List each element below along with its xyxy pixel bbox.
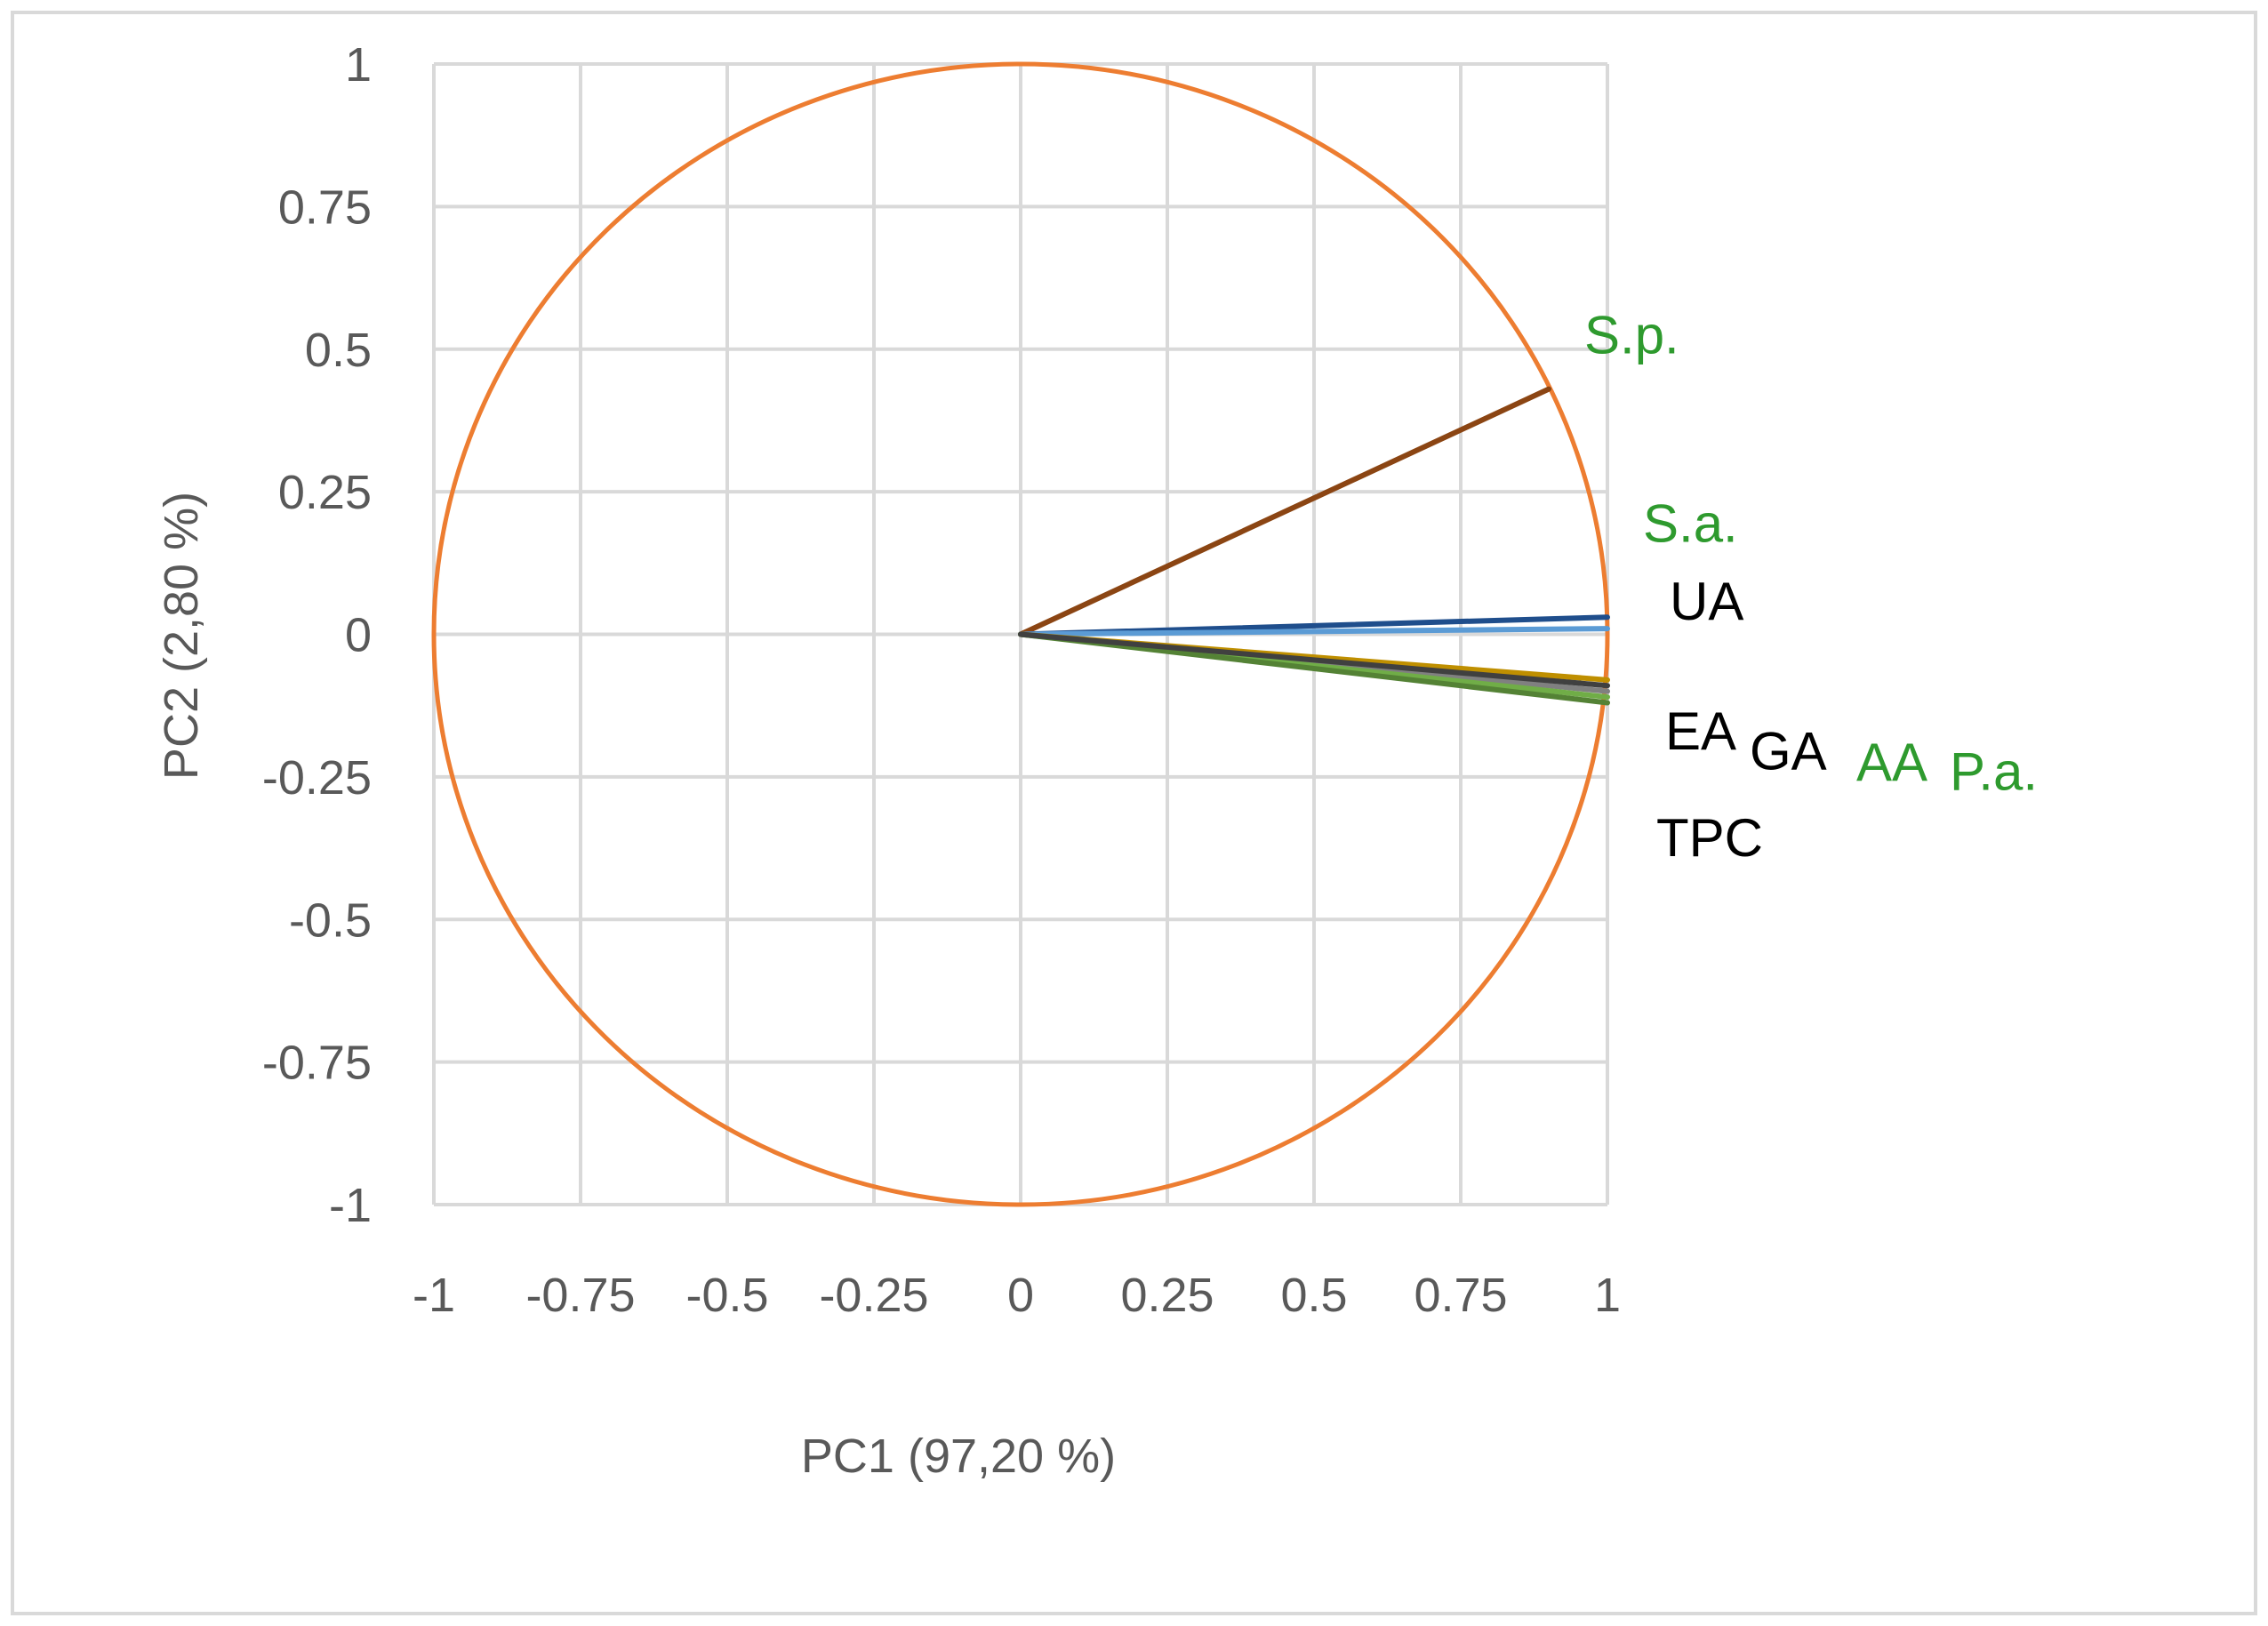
label-sp: S.p. (1584, 306, 1679, 365)
x-tick-label: -0.25 (819, 1269, 928, 1322)
x-tick-label: -1 (413, 1269, 455, 1322)
x-tick-label: -0.75 (525, 1269, 635, 1322)
x-tick-label: 0 (1007, 1269, 1034, 1322)
y-tick-label: 0.25 (278, 466, 372, 519)
x-axis-title: PC1 (97,20 %) (801, 1430, 1116, 1483)
label-pa: P.a. (1950, 741, 2038, 801)
label-ea: EA (1665, 701, 1736, 761)
label-tpc: TPC (1656, 808, 1763, 868)
vector-tpc (1018, 631, 1610, 689)
chart-border (11, 11, 2257, 1615)
y-tick-label: 0 (345, 609, 372, 662)
y-tick-label: -0.5 (289, 893, 372, 947)
label-ga: GA (1750, 722, 1827, 781)
x-tick-label: 0.75 (1414, 1269, 1507, 1322)
x-tick-label: -0.5 (685, 1269, 768, 1322)
y-tick-label: -1 (329, 1179, 372, 1232)
label-ua: UA (1670, 572, 1743, 631)
x-tick-label: 0.25 (1120, 1269, 1214, 1322)
y-tick-label: 0.5 (305, 324, 372, 377)
loading-vectors (1018, 386, 1610, 706)
tick-labels: -1 -0.75 -0.5 -0.25 0 0.25 0.5 0.75 1 1 0.75 0.5 0.2… (262, 38, 1621, 1322)
label-sa: S.a. (1643, 493, 1738, 553)
vector-ua (1018, 626, 1610, 637)
vector-sp (1018, 386, 1551, 637)
correlation-circle-layer (431, 61, 1610, 1207)
x-tick-label: 1 (1594, 1269, 1621, 1322)
variable-labels: S.p. S.a. UA EA GA AA P.a. TPC (1584, 306, 2038, 869)
y-tick-label: 1 (345, 38, 372, 92)
y-axis-title: PC2 (2,80 %) (155, 492, 208, 780)
x-tick-label: 0.5 (1280, 1269, 1347, 1322)
label-aa: AA (1856, 733, 1927, 792)
vector-pa (1018, 631, 1610, 706)
y-tick-label: -0.25 (262, 751, 372, 805)
y-tick-label: -0.75 (262, 1037, 372, 1090)
correlation-circle (431, 61, 1610, 1207)
y-tick-label: 0.75 (278, 180, 372, 234)
